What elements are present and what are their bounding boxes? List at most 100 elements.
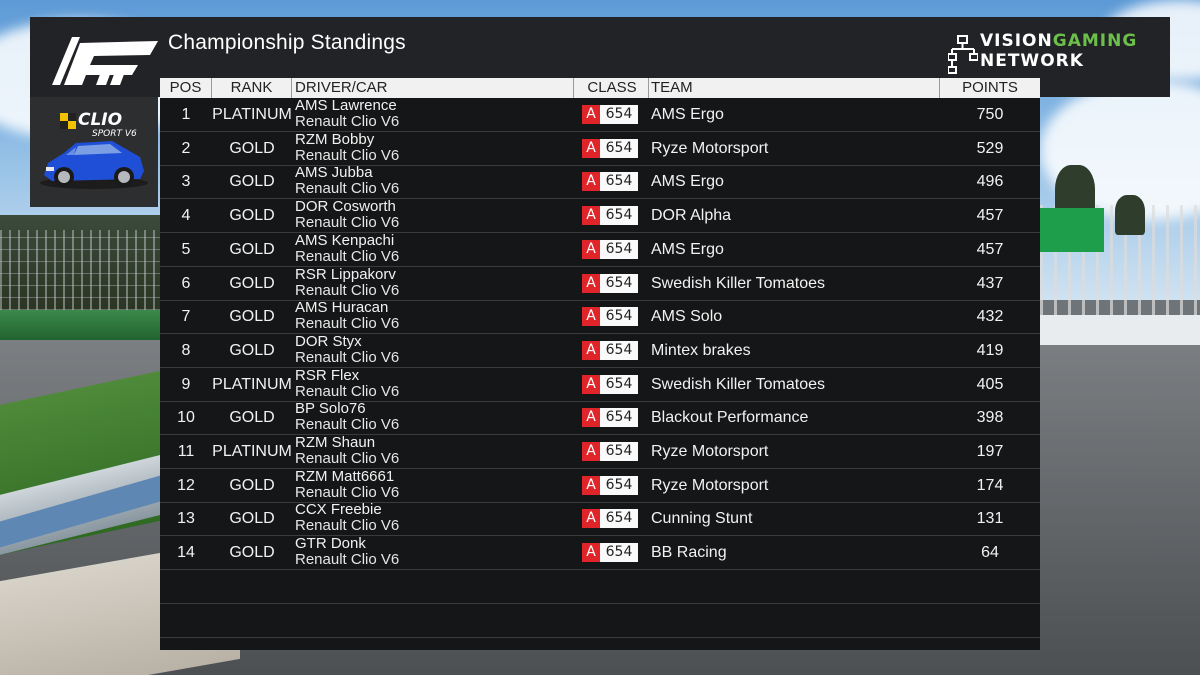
class-badge: A 654 (582, 307, 638, 327)
driver-cell: RZM Shaun Renault Clio V6 (295, 435, 399, 468)
column-header-points: POINTS (962, 79, 1018, 96)
rank-cell: PLATINUM (212, 106, 292, 123)
driver-cell: AMS Huracan Renault Clio V6 (295, 300, 399, 333)
driver-cell: BP Solo76 Renault Clio V6 (295, 401, 399, 434)
team-cell: AMS Ergo (651, 173, 724, 191)
table-row: 9 PLATINUM RSR Flex Renault Clio V6 A 654 Swed… (160, 367, 1040, 402)
class-badge: A 654 (582, 206, 638, 226)
car-name: Renault Clio V6 (295, 450, 400, 467)
driver-cell: RSR Lippakorv Renault Clio V6 (295, 265, 399, 300)
points-cell: 529 (976, 139, 1004, 157)
rank-cell: GOLD (229, 240, 275, 258)
table-row: 4 GOLD DOR Cosworth Renault Clio V6 A 654 DOR … (160, 198, 1040, 234)
column-header-class: CLASS (574, 78, 649, 98)
class-letter: A (582, 307, 600, 327)
car-name: Renault Clio V6 (295, 416, 400, 434)
class-letter: A (582, 105, 600, 124)
class-rating: 654 (600, 408, 638, 428)
class-badge: A 654 (582, 374, 638, 394)
class-rating: 654 (600, 543, 638, 563)
team-cell: AMS Ergo (651, 240, 724, 258)
table-row: 1 PLATINUM AMS Lawrence Renault Clio V6 A 654… (160, 98, 1040, 132)
team-cell: AMS Ergo (651, 106, 724, 123)
network-nodes-icon (948, 35, 978, 74)
driver-name: CCX Freebie (295, 501, 382, 519)
svg-text:CLIO: CLIO (78, 110, 122, 130)
points-cell: 405 (976, 375, 1004, 393)
table-row: 3 GOLD AMS Jubba Renault Clio V6 A 654 AMS Erg… (160, 165, 1040, 200)
class-badge: A 654 (582, 138, 638, 158)
points-cell: 197 (976, 443, 1004, 460)
rank-cell: GOLD (229, 274, 275, 292)
car-name: Renault Clio V6 (295, 214, 400, 232)
driver-name: RSR Lippakorv (295, 265, 396, 283)
car-name: Renault Clio V6 (295, 247, 400, 265)
class-rating: 654 (600, 374, 638, 394)
car-name: Renault Clio V6 (295, 382, 400, 400)
car-name: Renault Clio V6 (295, 146, 400, 164)
class-letter: A (582, 340, 600, 360)
team-cell: AMS Solo (651, 308, 723, 326)
position-cell: 9 (181, 375, 191, 393)
class-letter: A (582, 239, 600, 259)
class-badge: A 654 (582, 475, 638, 495)
car-name: Renault Clio V6 (295, 180, 400, 198)
driver-cell: GTR Donk Renault Clio V6 (295, 536, 399, 569)
table-row: 11 PLATINUM RZM Shaun Renault Clio V6 A 654 Ry… (160, 435, 1040, 469)
team-cell: Swedish Killer Tomatoes (651, 274, 826, 292)
class-rating: 654 (600, 239, 638, 259)
points-cell: 131 (976, 510, 1004, 528)
table-row: 8 GOLD DOR Styx Renault Clio V6 A 654 Mintex b… (160, 332, 1040, 368)
tyre-barrier (0, 310, 170, 344)
class-letter: A (582, 206, 600, 226)
driver-name: DOR Styx (295, 332, 362, 350)
empty-table-row (160, 604, 1040, 638)
points-cell: 432 (976, 308, 1004, 326)
rank-cell: PLATINUM (212, 375, 292, 393)
points-cell: 457 (976, 240, 1004, 258)
points-cell: 398 (976, 409, 1004, 427)
rank-cell: GOLD (229, 510, 275, 528)
class-badge: A 654 (582, 273, 638, 293)
table-row: 10 GOLD BP Solo76 Renault Clio V6 A 654 Blacko… (160, 401, 1040, 436)
rank-cell: GOLD (229, 409, 275, 427)
class-letter: A (582, 442, 600, 461)
points-cell: 437 (976, 274, 1004, 292)
team-cell: DOR Alpha (651, 207, 732, 225)
class-letter: A (582, 172, 600, 192)
driver-name: RZM Bobby (295, 130, 375, 148)
class-rating: 654 (600, 206, 638, 226)
page-title: Championship Standings (168, 31, 406, 54)
team-cell: BB Racing (651, 544, 727, 562)
svg-text:SPORT V6: SPORT V6 (92, 129, 137, 139)
class-rating: 654 (600, 340, 638, 360)
driver-name: RZM Matt6661 (295, 467, 395, 485)
column-header-team: TEAM (649, 78, 940, 98)
driver-cell: RSR Flex Renault Clio V6 (295, 367, 400, 401)
position-cell: 11 (177, 443, 195, 460)
catch-fence (0, 230, 170, 310)
driver-name: DOR Cosworth (295, 198, 396, 216)
vision-gaming-network-logo: VISIONGAMING NETWORK (948, 29, 1158, 81)
car-name: Renault Clio V6 (295, 517, 400, 535)
position-cell: 2 (181, 139, 191, 157)
points-cell: 750 (976, 106, 1004, 123)
rank-cell: GOLD (229, 341, 275, 359)
sponsor-board (1040, 208, 1104, 252)
driver-name: GTR Donk (295, 535, 366, 553)
network-name-line2: NETWORK (980, 51, 1084, 71)
points-cell: 496 (976, 173, 1004, 191)
team-cell: Ryze Motorsport (651, 139, 769, 157)
class-letter: A (582, 138, 600, 158)
column-header-rank: RANK (212, 78, 292, 98)
class-badge: A 654 (582, 340, 638, 360)
position-cell: 1 (181, 106, 191, 123)
rank-cell: PLATINUM (212, 443, 292, 460)
class-rating: 654 (600, 307, 638, 327)
rank-cell: GOLD (229, 173, 275, 191)
position-cell: 3 (181, 173, 191, 191)
class-rating: 654 (600, 105, 638, 124)
class-badge: A 654 (582, 442, 638, 461)
position-cell: 7 (181, 308, 191, 326)
renault-clio-car-icon: CLIO SPORT V6 (40, 110, 148, 189)
